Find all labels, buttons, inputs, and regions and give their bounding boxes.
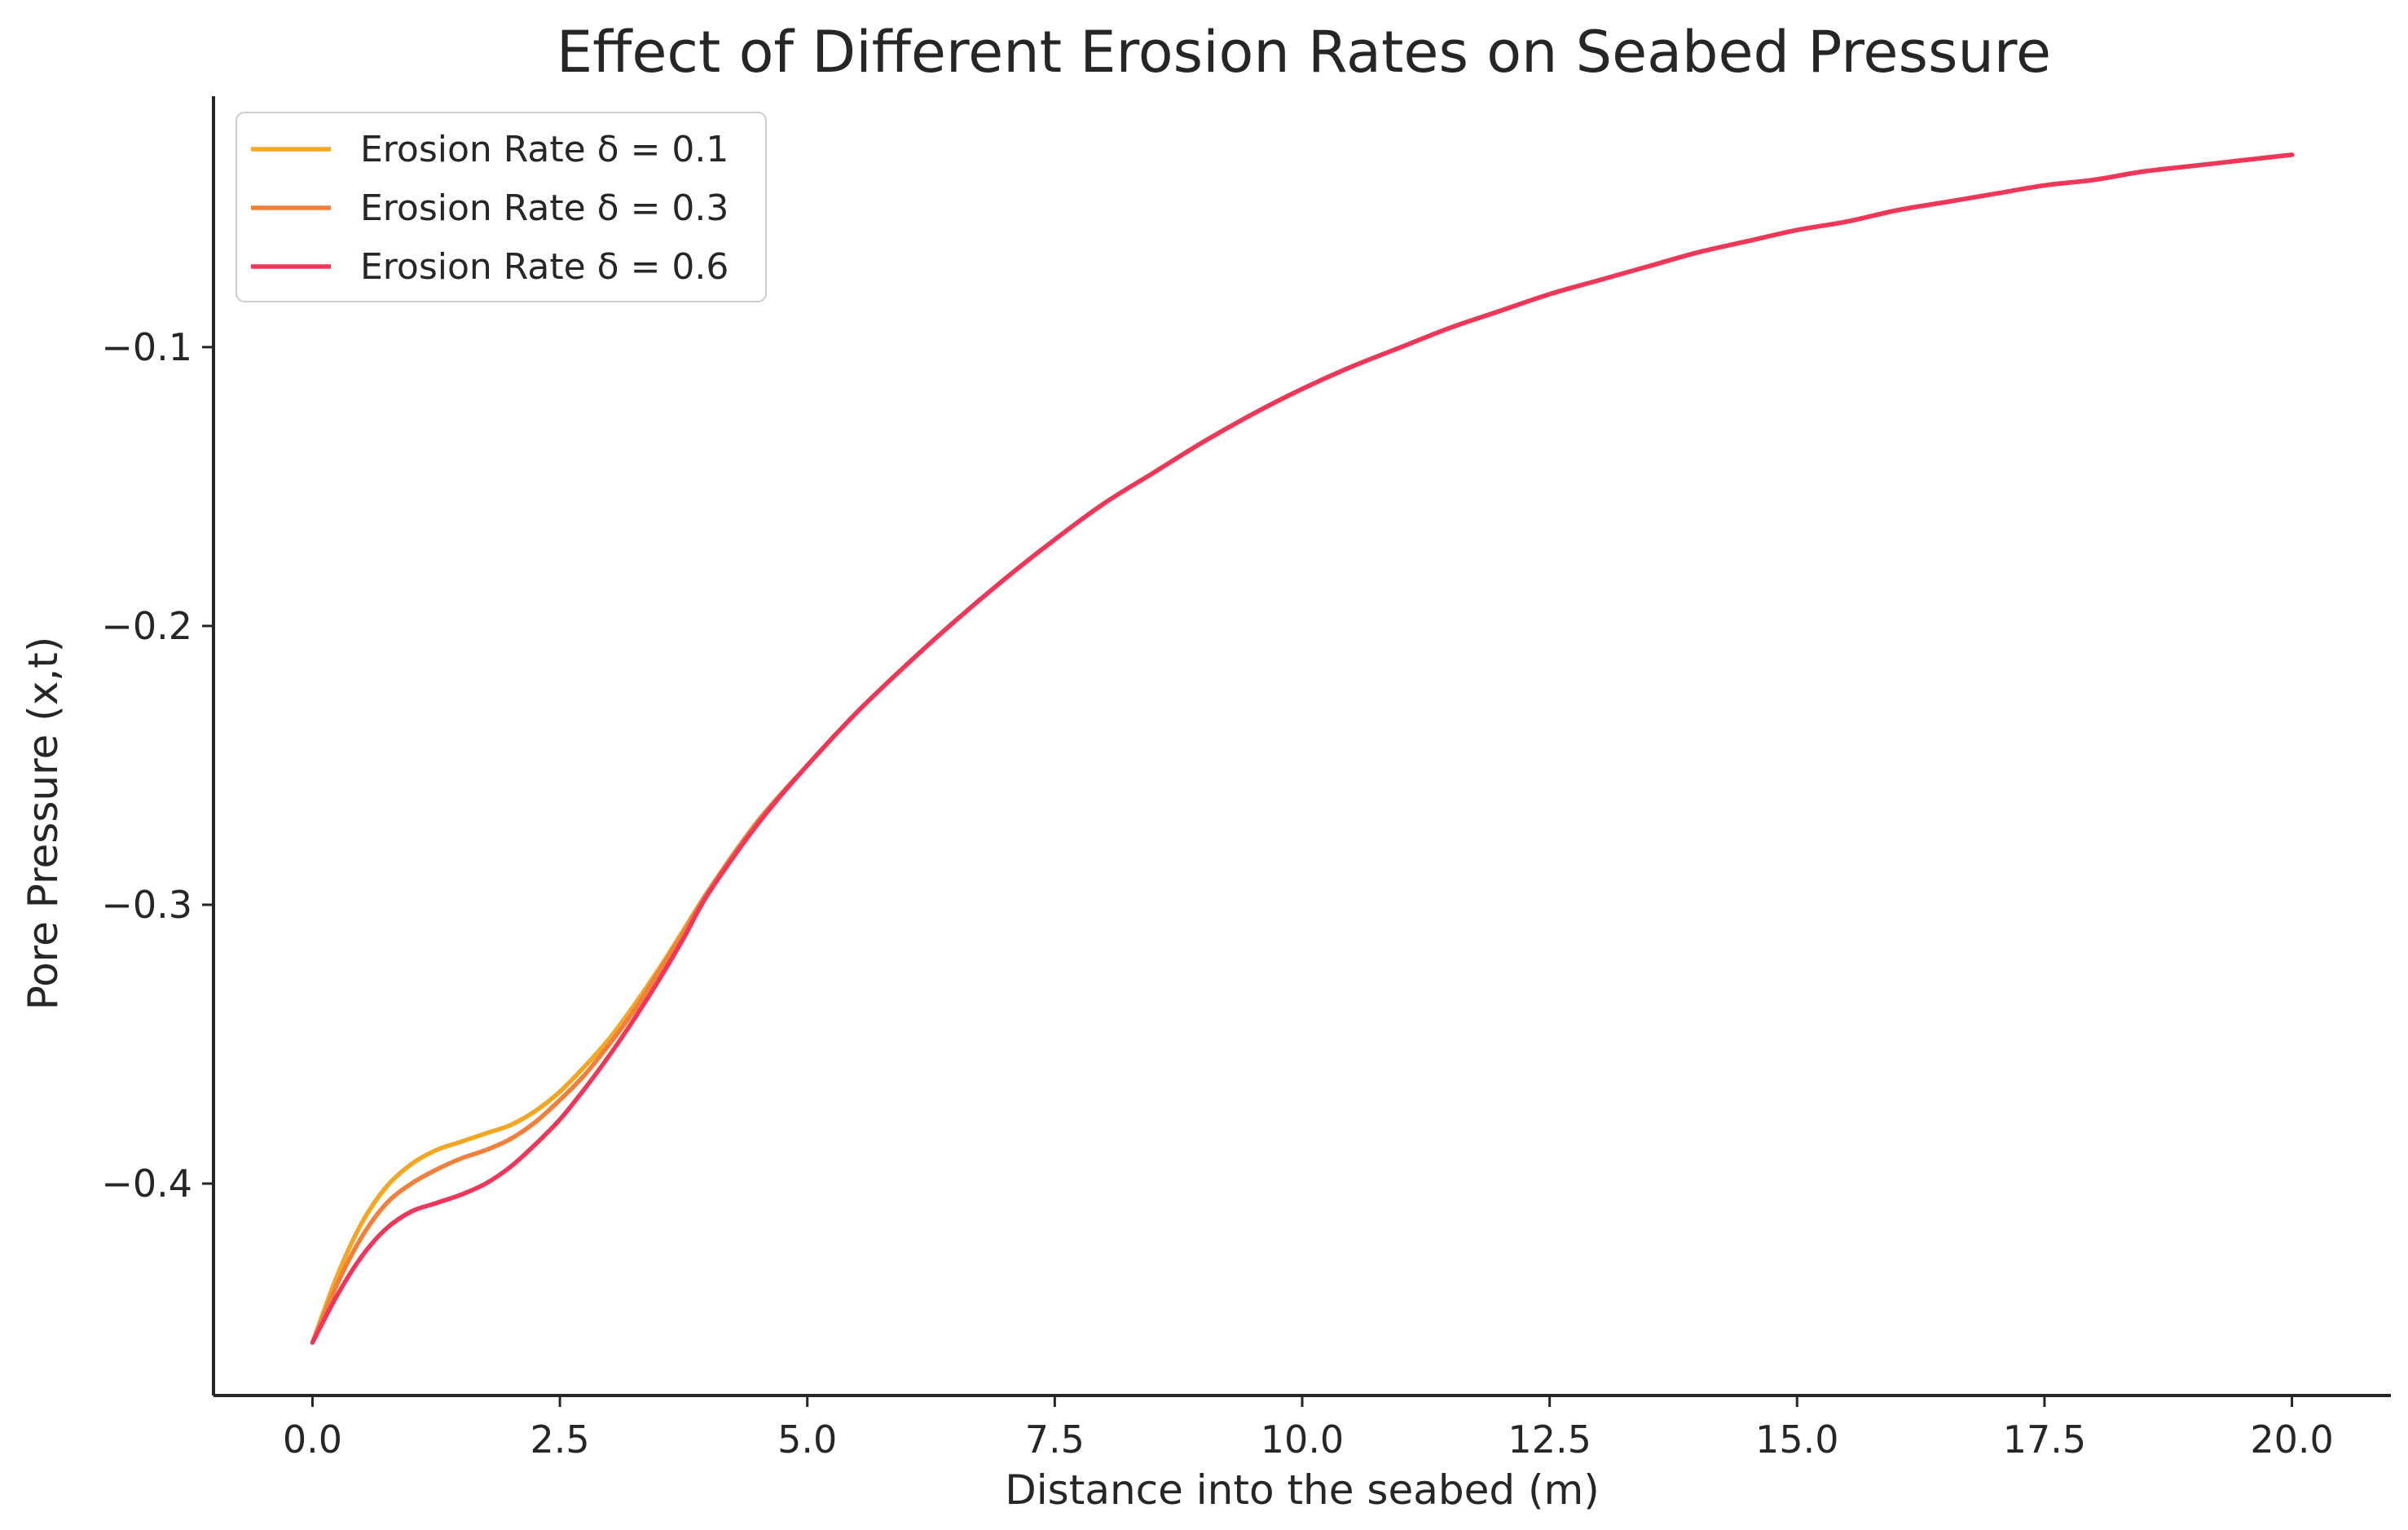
legend: Erosion Rate δ = 0.1 Erosion Rate δ = 0.3… <box>236 112 767 302</box>
legend-label-2: Erosion Rate δ = 0.3 <box>360 187 729 229</box>
x-tick-label: 20.0 <box>2250 1418 2333 1462</box>
x-tick-label: 0.0 <box>283 1418 342 1462</box>
x-tick-label: 7.5 <box>1025 1418 1085 1462</box>
series-layer <box>310 152 2295 1345</box>
y-axis-label: Pore Pressure (x,t) <box>20 637 67 1011</box>
series-line-2 <box>310 152 2295 1345</box>
y-tick-label: −0.4 <box>101 1162 192 1206</box>
x-tick-label: 10.0 <box>1261 1418 1344 1462</box>
x-axis-label: Distance into the seabed (m) <box>1005 1466 1599 1514</box>
legend-label-1: Erosion Rate δ = 0.1 <box>360 129 729 170</box>
chart-title: Effect of Different Erosion Rates on Sea… <box>557 19 2051 86</box>
series-line-1 <box>310 152 2295 1345</box>
y-tick-label: −0.3 <box>101 883 192 927</box>
x-tick-label: 15.0 <box>1755 1418 1838 1462</box>
y-tick-label: −0.1 <box>101 325 192 369</box>
series-line-3 <box>310 152 2295 1345</box>
legend-label-3: Erosion Rate δ = 0.6 <box>360 246 729 288</box>
y-tick-label: −0.2 <box>101 604 192 648</box>
x-tick-label: 12.5 <box>1508 1418 1591 1462</box>
x-tick-label: 2.5 <box>530 1418 590 1462</box>
x-axis-ticks: 0.0 2.5 5.0 7.5 10.0 12.5 15.0 17.5 20.0 <box>283 1396 2334 1462</box>
legend-entries: Erosion Rate δ = 0.1 Erosion Rate δ = 0.3… <box>251 129 729 288</box>
x-tick-label: 5.0 <box>777 1418 837 1462</box>
x-tick-label: 17.5 <box>2003 1418 2086 1462</box>
legend-box <box>236 112 767 302</box>
y-axis-ticks: −0.1 −0.2 −0.3 −0.4 <box>101 325 214 1206</box>
